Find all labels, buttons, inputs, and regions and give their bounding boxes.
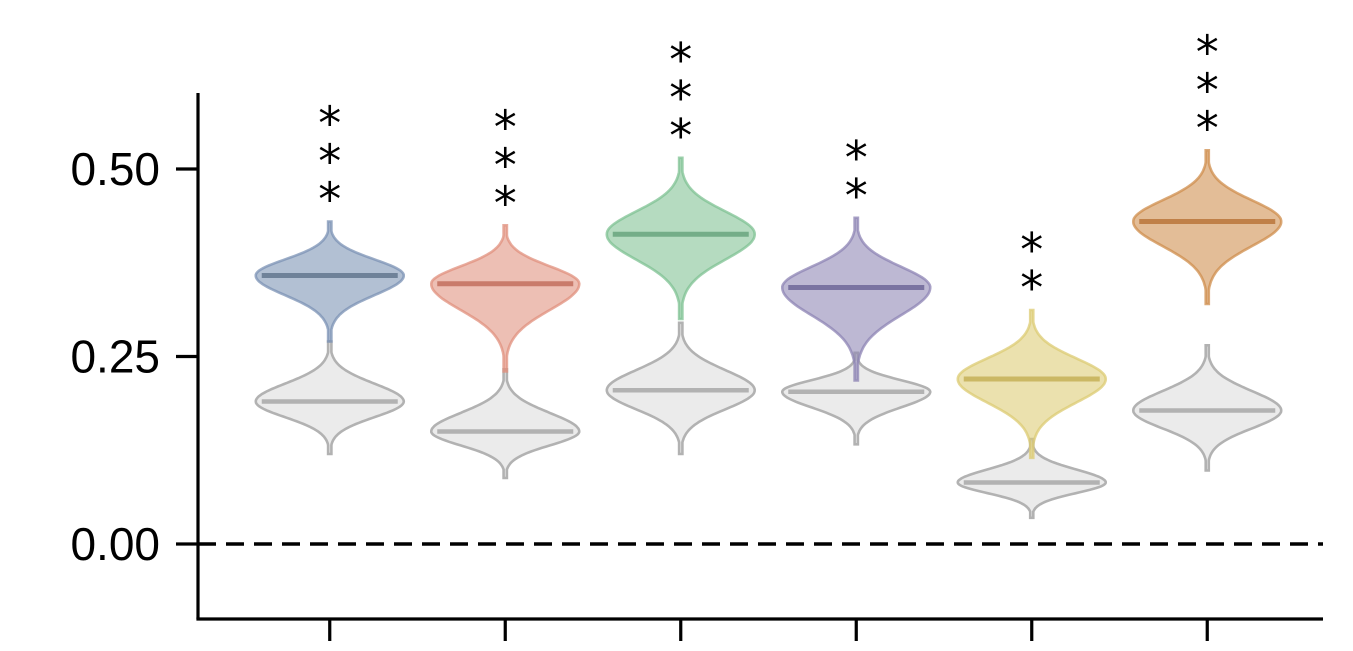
y-tick-label: 0.50 <box>70 143 160 195</box>
significance-layer: * * ** * ** * * * ** ** * * <box>318 25 1219 315</box>
violin-group <box>429 224 581 480</box>
baseline-violin <box>956 437 1107 520</box>
violin-group <box>1131 149 1283 472</box>
main-violin <box>605 156 757 321</box>
violin-group <box>254 220 406 456</box>
violin-group <box>956 308 1108 520</box>
significance-stars: * * * <box>1196 25 1219 155</box>
axes: 0.00 0.25 0.50 <box>70 93 1323 641</box>
violin-group <box>605 156 757 456</box>
baseline-violin <box>254 340 406 456</box>
significance-stars: * * <box>1020 223 1043 315</box>
main-violin <box>1131 149 1283 306</box>
main-violin <box>781 216 932 382</box>
baseline-violin <box>781 351 932 446</box>
violin-group <box>781 216 932 446</box>
significance-stars: * * <box>845 131 868 223</box>
main-violin <box>429 224 581 373</box>
violins-layer <box>254 149 1283 520</box>
main-violin <box>956 308 1108 460</box>
main-violin <box>254 220 405 343</box>
y-tick-label: 0.25 <box>70 331 160 383</box>
baseline-violin <box>1131 344 1283 472</box>
significance-stars: * * * <box>669 33 692 163</box>
significance-stars: * * * <box>318 97 341 227</box>
significance-stars: * * * <box>494 100 517 230</box>
baseline-violin <box>430 368 581 480</box>
y-tick-label: 0.00 <box>70 518 160 570</box>
